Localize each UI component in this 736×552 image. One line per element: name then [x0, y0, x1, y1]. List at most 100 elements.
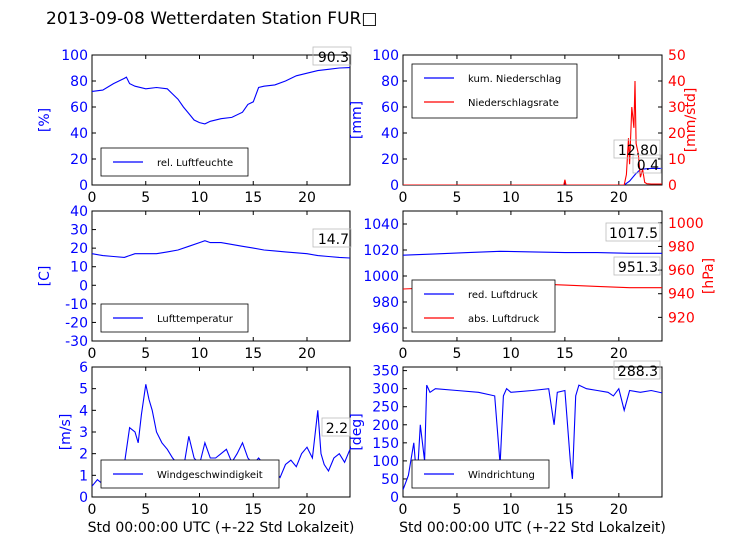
value-label: 0.4: [637, 158, 659, 174]
series-line-windgeschwindigkeit: [92, 384, 350, 487]
value-label-box: [605, 222, 661, 242]
y-tick-label: 80: [70, 74, 88, 90]
y-tick-label: 1040: [363, 217, 399, 233]
legend-box: [411, 279, 556, 333]
legend-label: kum. Niederschlag: [468, 74, 561, 85]
value-label-box: [312, 228, 352, 248]
y-tick-label: 100: [61, 48, 88, 64]
y-tick-label-right: 0: [668, 178, 677, 194]
y-tick-label: 2: [79, 447, 88, 463]
y-axis-label: [deg]: [349, 413, 365, 450]
series-line-kum-niederschlag: [403, 167, 662, 185]
value-label: 288.3: [618, 364, 658, 380]
x-tick-label: 20: [610, 346, 628, 362]
value-label: 951.3: [618, 260, 658, 276]
y-tick-label-right: 30: [668, 100, 686, 116]
x-tick-label: 20: [298, 346, 316, 362]
x-tick-label: 5: [141, 190, 150, 206]
x-tick-label: 0: [399, 346, 408, 362]
plot-frame-humidity: [91, 54, 351, 186]
y-tick-label-right: 10: [668, 152, 686, 168]
series-line-rel-luftfeuchte: [92, 67, 350, 125]
value-label-box: [312, 46, 352, 66]
x-tick-label: 5: [141, 346, 150, 362]
x-axis-label: Std 00:00:00 UTC (+-22 Std Lokalzeit): [399, 520, 666, 536]
x-tick-label: 10: [191, 346, 209, 362]
y-tick-label-right: 980: [668, 239, 695, 255]
legend-label: red. Luftdruck: [468, 290, 538, 301]
y-tick-label: 250: [372, 400, 399, 416]
y-tick-label: 0: [390, 490, 399, 506]
x-tick-label: 5: [452, 346, 461, 362]
y-tick-label: 980: [372, 295, 399, 311]
y-tick-label: 3: [79, 425, 88, 441]
value-label-box: [321, 417, 351, 437]
y-tick-label-right: 1000: [668, 216, 704, 232]
y-tick-label: 350: [372, 364, 399, 380]
series-line-red-luftdruck: [403, 250, 662, 256]
y-axis-label: [C]: [37, 266, 53, 287]
y-axis-label-right: [hPa]: [701, 258, 717, 294]
series-line-niederschlagsrate: [403, 80, 662, 185]
y-tick-label: 10: [70, 260, 88, 276]
x-tick-label: 0: [88, 502, 97, 518]
y-tick-label: 4: [79, 403, 88, 419]
y-tick-label: 50: [381, 472, 399, 488]
y-tick-label: 1: [79, 468, 88, 484]
y-tick-label: 20: [381, 152, 399, 168]
value-label-box: [632, 154, 662, 174]
y-tick-label: 20: [70, 152, 88, 168]
legend-label: Lufttemperatur: [157, 314, 234, 325]
y-tick-label: 200: [372, 418, 399, 434]
x-tick-label: 0: [399, 190, 408, 206]
x-tick-label: 10: [191, 502, 209, 518]
y-tick-label: 80: [381, 74, 399, 90]
y-axis-label-right: [mm/std]: [683, 88, 699, 153]
y-tick-label: 100: [372, 454, 399, 470]
x-tick-label: 15: [556, 190, 574, 206]
x-tick-label: 10: [502, 346, 520, 362]
x-tick-label: 0: [88, 346, 97, 362]
x-tick-label: 15: [556, 502, 574, 518]
value-label: 2.2: [326, 421, 348, 437]
y-tick-label: 100: [372, 48, 399, 64]
x-tick-label: 5: [141, 502, 150, 518]
y-tick-label: 60: [70, 100, 88, 116]
y-tick-label: 0: [79, 178, 88, 194]
value-label: 14.7: [318, 232, 349, 248]
value-label: 90.3: [318, 50, 349, 66]
y-tick-label: 0: [79, 490, 88, 506]
y-tick-label: -30: [65, 334, 88, 350]
y-tick-label: 60: [381, 100, 399, 116]
x-tick-label: 10: [502, 502, 520, 518]
figure-title: 2013-09-08 Wetterdaten Station FUR□: [46, 9, 378, 29]
series-line-lufttemperatur: [92, 240, 350, 259]
series-line-windrichtung: [403, 384, 662, 490]
y-tick-label: 6: [79, 360, 88, 376]
y-tick-label: 40: [381, 126, 399, 142]
y-tick-label: 20: [70, 241, 88, 257]
value-label: 12.80: [618, 143, 658, 159]
value-label-box: [613, 256, 661, 276]
x-tick-label: 20: [298, 502, 316, 518]
value-label: 1017.5: [609, 226, 658, 242]
legend-label: Niederschlagsrate: [468, 98, 559, 109]
legend-label: Windrichtung: [468, 470, 535, 481]
x-tick-label: 20: [298, 190, 316, 206]
x-tick-label: 5: [452, 190, 461, 206]
x-tick-label: 10: [502, 190, 520, 206]
plot-frame-temperature: [91, 210, 351, 342]
x-tick-label: 15: [244, 346, 262, 362]
plot-frame-winddirection: [402, 366, 663, 498]
legend-label: rel. Luftfeuchte: [157, 158, 233, 169]
legend-label: abs. Luftdruck: [468, 314, 539, 325]
y-tick-label: 5: [79, 382, 88, 398]
y-tick-label: 40: [70, 126, 88, 142]
y-tick-label: 40: [70, 204, 88, 220]
y-tick-label-right: 50: [668, 48, 686, 64]
x-axis-label: Std 00:00:00 UTC (+-22 Std Lokalzeit): [88, 520, 355, 536]
legend-label: Windgeschwindigkeit: [157, 470, 263, 481]
x-tick-label: 0: [399, 502, 408, 518]
y-axis-label: [mm]: [349, 101, 365, 139]
x-tick-label: 10: [191, 190, 209, 206]
